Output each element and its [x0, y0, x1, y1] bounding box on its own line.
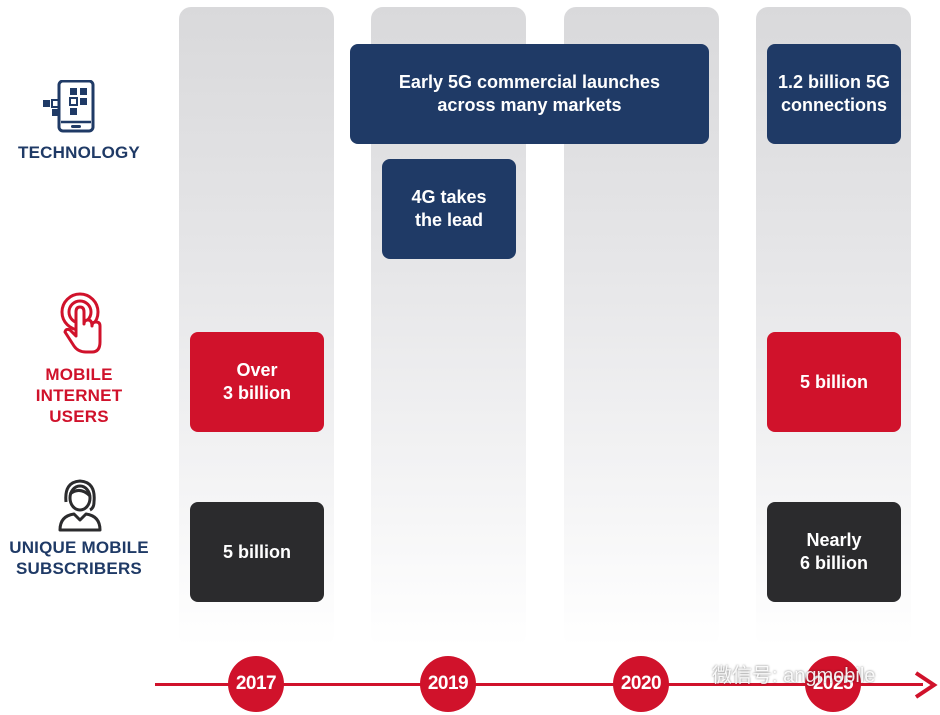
watermark-text: 微信号: angmobile [712, 664, 876, 687]
person-icon [56, 478, 104, 537]
wechat-icon [676, 658, 706, 688]
watermark: 微信号: angmobile [676, 658, 876, 688]
row-label-unique-mobile-subscribers: UNIQUE MOBILE SUBSCRIBERS [9, 538, 149, 578]
year-marker-2020: 2020 [613, 656, 669, 712]
phone-network-icon [42, 79, 98, 139]
year-marker-2017: 2017 [228, 656, 284, 712]
row-label-mobile-internet-users: MOBILE INTERNET USERS [35, 365, 123, 426]
row-label-technology: TECHNOLOGY [18, 143, 140, 162]
touch-hand-icon [56, 292, 104, 359]
box-5g-connections: 1.2 billion 5G connections [767, 44, 901, 144]
box-internet-users-2017: Over 3 billion [190, 332, 324, 432]
box-subscribers-2017: 5 billion [190, 502, 324, 602]
box-internet-users-2025: 5 billion [767, 332, 901, 432]
year-marker-2025: 2025 [805, 656, 861, 712]
box-early-5g-launches: Early 5G commercial launches across many… [350, 44, 709, 144]
timeline-axis [155, 683, 923, 686]
timeline-arrow-icon [912, 671, 938, 704]
year-marker-2019: 2019 [420, 656, 476, 712]
box-subscribers-2025: Nearly 6 billion [767, 502, 901, 602]
box-4g-takes-lead: 4G takes the lead [382, 159, 516, 259]
